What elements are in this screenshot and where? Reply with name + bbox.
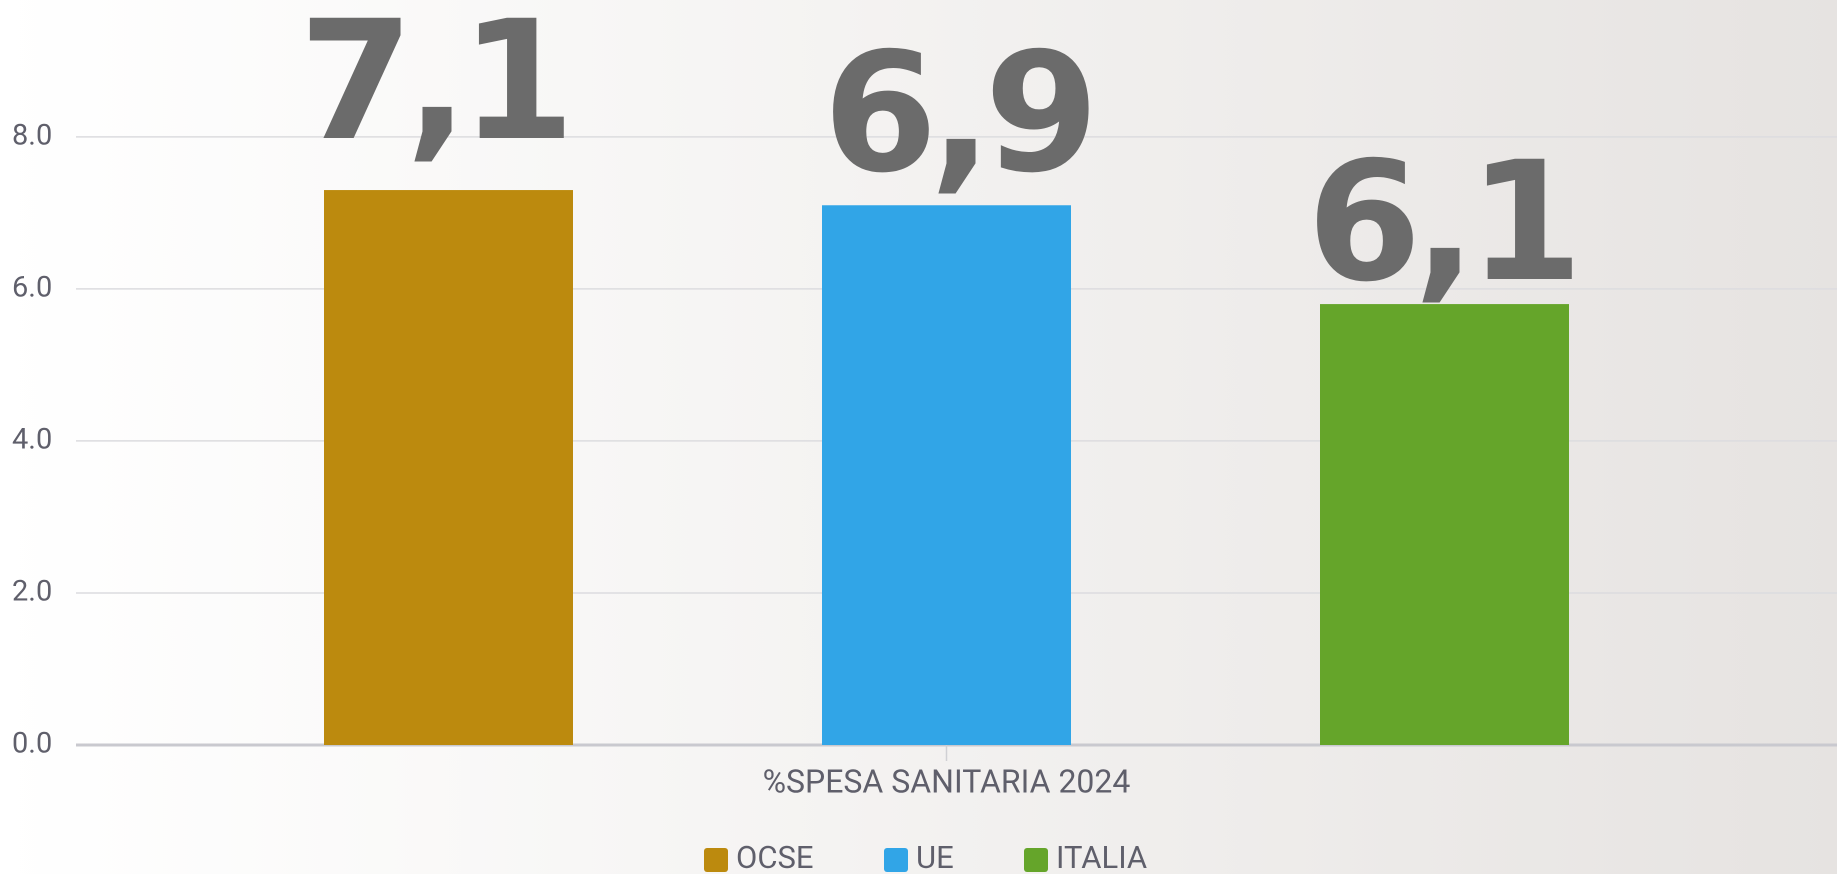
bar xyxy=(324,190,573,745)
legend-swatch xyxy=(1024,848,1048,872)
bar xyxy=(1320,304,1569,745)
legend-swatch xyxy=(884,848,908,872)
legend-label: UE xyxy=(916,839,954,874)
legend-label: OCSE xyxy=(736,839,814,874)
y-tick-label: 8.0 xyxy=(12,118,52,152)
x-axis-label: %SPESA SANITARIA 2024 xyxy=(763,762,1131,800)
legend-label: ITALIA xyxy=(1056,839,1147,874)
y-tick-label: 6.0 xyxy=(12,271,52,305)
y-tick-label: 2.0 xyxy=(12,575,52,609)
annotation: 7,1 xyxy=(299,0,567,177)
annotation: 6,1 xyxy=(1307,126,1575,318)
y-tick-label: 0.0 xyxy=(12,727,52,761)
y-tick-label: 4.0 xyxy=(12,423,52,457)
annotation: 6,9 xyxy=(823,17,1091,209)
bar xyxy=(822,205,1071,745)
legend-swatch xyxy=(704,848,728,872)
